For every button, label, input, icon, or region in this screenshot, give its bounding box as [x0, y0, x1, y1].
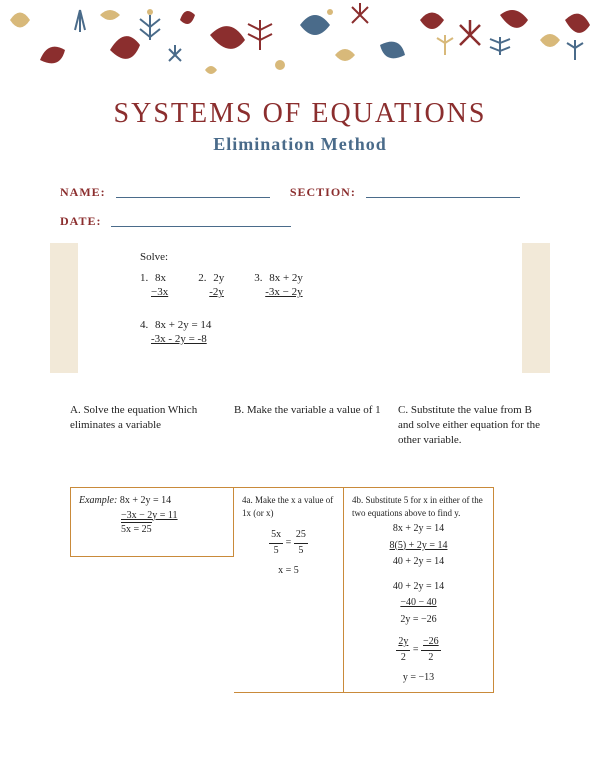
ex-a-l1: 8x + 2y = 14 [120, 495, 171, 506]
ex-a-label: Example: [79, 495, 117, 506]
ex-b-head: 4a. Make the x a value of 1x (or x) [242, 494, 335, 520]
step-c: C. Substitute the value from B and solve… [398, 403, 550, 479]
problem-2: 2. 2y -2y [198, 271, 224, 300]
section-line[interactable] [366, 185, 520, 198]
step-a: A. Solve the equation Which eliminates a… [70, 403, 222, 479]
page-title: SYSTEMS OF EQUATIONS [0, 98, 600, 130]
steps-row: A. Solve the equation Which eliminates a… [70, 403, 550, 487]
ex-b-frac-right: 25 5 [294, 528, 308, 558]
example-boxes: Example: 8x + 2y = 14 −3x − 2y = 11 5x =… [70, 487, 550, 693]
problem-3: 3. 8x + 2y -3x − 2y [254, 271, 303, 300]
ex-c-head: 4b. Substitute 5 for x in either of the … [352, 494, 485, 520]
ex-b-frac-left: 5x 5 [269, 528, 283, 558]
step-b: B. Make the variable a value of 1 [234, 403, 386, 479]
example-box-a: Example: 8x + 2y = 14 −3x − 2y = 11 5x =… [70, 487, 234, 557]
solve-block: Solve: 1. 8x −3x 2. 2y -2y 3. 8x + 2y -3… [50, 243, 550, 393]
p3-a: 8x + 2y [269, 272, 303, 284]
date-line[interactable] [111, 214, 291, 227]
ex-b-result: x = 5 [242, 564, 335, 579]
name-line[interactable] [116, 185, 270, 198]
p4-a: 8x + 2y = 14 [155, 319, 211, 331]
decorative-banner [0, 0, 600, 90]
section-label: SECTION: [290, 185, 356, 200]
ex-c-l4a: 40 + 2y = 14 [352, 580, 485, 595]
ex-c-l4b: −40 − 40 [352, 596, 485, 611]
p1-num: 1. [140, 272, 148, 284]
ex-c-l5: 2y = −26 [352, 613, 485, 628]
decor-bar-right [522, 243, 550, 373]
problem-1: 1. 8x −3x [140, 271, 168, 300]
ex-c-result: y = −13 [352, 671, 485, 686]
ex-c-l1: 8x + 2y = 14 [352, 522, 485, 537]
p4-num: 4. [140, 319, 148, 331]
p3-b: -3x − 2y [265, 286, 302, 298]
p3-num: 3. [254, 272, 262, 284]
example-box-c: 4b. Substitute 5 for x in either of the … [344, 487, 494, 693]
p2-num: 2. [198, 272, 206, 284]
ex-b-eq: = [286, 537, 292, 548]
page-subtitle: Elimination Method [0, 134, 600, 155]
ex-c-l3: 40 + 2y = 14 [352, 555, 485, 570]
ex-a-l2: −3x − 2y = 11 [121, 510, 178, 521]
example-box-b: 4a. Make the x a value of 1x (or x) 5x 5… [234, 487, 344, 693]
solve-label: Solve: [140, 251, 550, 263]
name-label: NAME: [60, 185, 106, 200]
problem-4: 4. 8x + 2y = 14 -3x - 2y = -8 [140, 318, 550, 347]
date-label: DATE: [60, 214, 101, 229]
p1-a: 8x [155, 272, 166, 284]
decor-bar-left [50, 243, 78, 373]
p4-b: -3x - 2y = -8 [151, 333, 207, 345]
ex-c-frac-right: −26 2 [421, 635, 441, 665]
ex-a-l3: 5x = 25 [121, 522, 152, 535]
p2-a: 2y [213, 272, 224, 284]
p1-b: −3x [151, 286, 168, 298]
ex-c-l2: 8(5) + 2y = 14 [352, 539, 485, 554]
p2-b: -2y [209, 286, 224, 298]
ex-c-eq: = [413, 644, 419, 655]
form-fields: NAME: SECTION: DATE: [60, 185, 540, 229]
ex-c-frac-left: 2y 2 [396, 635, 410, 665]
